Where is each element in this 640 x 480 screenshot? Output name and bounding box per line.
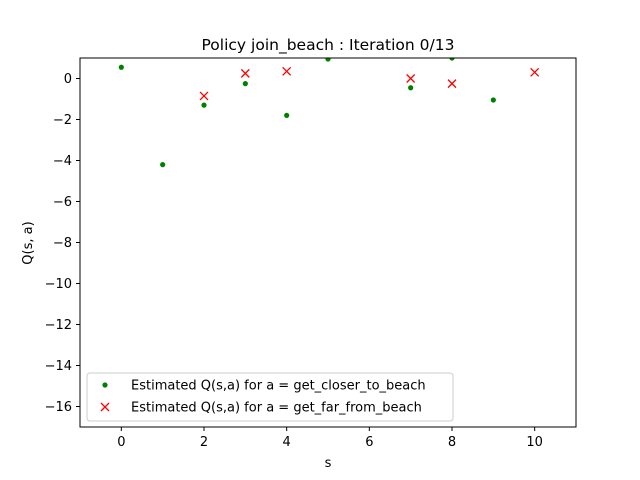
y-tick-label: −14	[45, 359, 72, 374]
axes-background	[80, 58, 576, 427]
x-axis-label: s	[325, 456, 332, 471]
legend-label: Estimated Q(s,a) for a = get_far_from_be…	[131, 401, 422, 416]
y-axis-ticks: 0 −2 −4 −6 −8 −10 −12 −14 −16	[45, 72, 80, 415]
data-point	[240, 68, 250, 78]
y-tick-label: −8	[53, 236, 72, 251]
data-point	[201, 102, 207, 108]
data-point	[242, 81, 248, 87]
data-point	[530, 67, 540, 77]
data-point	[408, 85, 414, 91]
legend-box	[86, 372, 454, 422]
x-tick-label: 10	[526, 435, 543, 450]
data-point	[160, 162, 166, 168]
x-axis-ticks: 0 2 4 6 8 10	[117, 427, 543, 450]
y-tick-label: −12	[45, 318, 72, 333]
y-tick-label: −4	[53, 154, 72, 169]
legend-entry: Estimated Q(s,a) for a = get_far_from_be…	[100, 401, 422, 416]
data-point	[325, 58, 331, 62]
x-tick-label: 0	[117, 435, 125, 450]
data-point	[406, 74, 416, 83]
data-point	[118, 64, 124, 70]
data-point	[447, 79, 457, 89]
plot-area	[80, 58, 576, 427]
y-tick-label: −2	[53, 113, 72, 128]
legend-label: Estimated Q(s,a) for a = get_closer_to_b…	[131, 379, 426, 394]
series-1	[118, 58, 496, 168]
x-tick-label: 4	[283, 435, 291, 450]
y-tick-label: 0	[64, 72, 72, 87]
x-tick-label: 6	[365, 435, 373, 450]
data-point	[449, 58, 455, 61]
y-tick-label: −10	[45, 277, 72, 292]
data-point	[199, 91, 209, 101]
series-2	[199, 66, 540, 101]
data-point	[490, 97, 496, 103]
y-tick-label: −6	[53, 195, 72, 210]
x-tick-label: 8	[448, 435, 456, 450]
x-tick-label: 2	[200, 435, 208, 450]
data-point	[284, 112, 290, 118]
legend: Estimated Q(s,a) for a = get_closer_to_b…	[86, 372, 454, 422]
legend-marker	[100, 402, 110, 412]
legend-entry: Estimated Q(s,a) for a = get_closer_to_b…	[102, 379, 426, 394]
data-marks	[118, 58, 540, 168]
y-tick-label: −16	[45, 400, 72, 415]
legend-marker	[102, 382, 108, 388]
y-axis-label: Q(s, a)	[21, 221, 36, 264]
chart-title: Policy join_beach : Iteration 0/13	[202, 36, 455, 55]
data-point	[282, 66, 292, 76]
